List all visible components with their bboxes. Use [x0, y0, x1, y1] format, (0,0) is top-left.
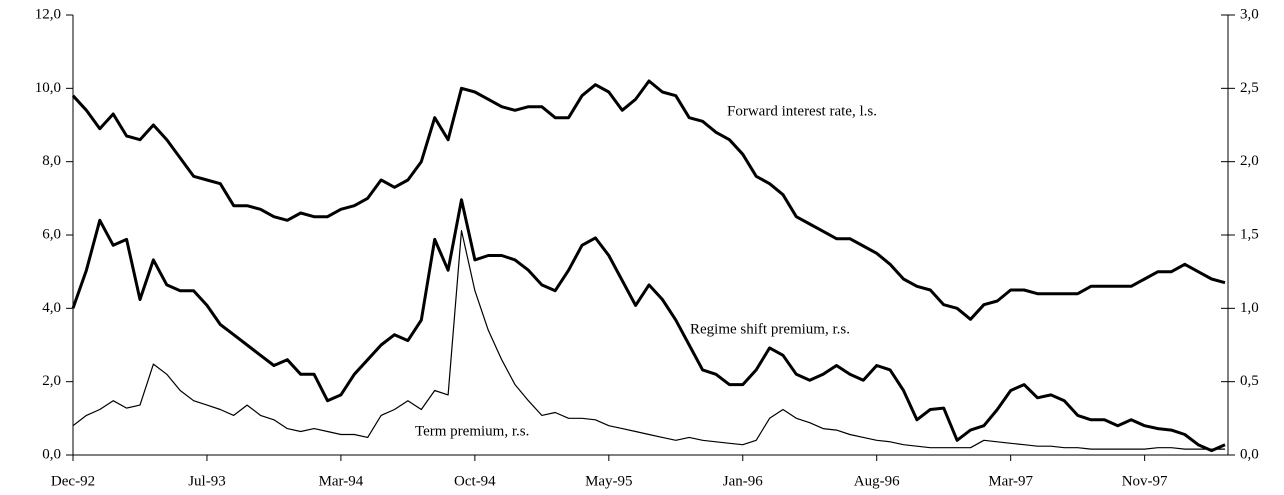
x-tick-label: Aug-96 — [854, 473, 900, 489]
y2-tick-label: 0,5 — [1240, 373, 1259, 389]
x-tick-label: Dec-92 — [51, 473, 95, 489]
y-tick-label: 2,0 — [42, 373, 61, 389]
y2-tick-label: 3,0 — [1240, 6, 1259, 22]
y2-tick-label: 1,0 — [1240, 300, 1259, 316]
x-tick-label: May-95 — [585, 473, 633, 489]
y-tick-label: 12,0 — [35, 6, 61, 22]
x-tick-label: Mar-97 — [988, 473, 1033, 489]
x-tick-label: Jul-93 — [188, 473, 226, 489]
x-tick-label: Nov-97 — [1122, 473, 1168, 489]
series-label: Regime shift premium, r.s. — [690, 321, 850, 337]
y-tick-label: 6,0 — [42, 226, 61, 242]
y2-tick-label: 0,0 — [1240, 446, 1259, 462]
y-tick-label: 0,0 — [42, 446, 61, 462]
x-tick-label: Jan-96 — [723, 473, 763, 489]
series-label: Term premium, r.s. — [415, 423, 529, 439]
series-line — [71, 198, 1226, 453]
x-tick-label: Oct-94 — [454, 473, 496, 489]
y-tick-label: 10,0 — [35, 80, 61, 96]
series-line — [72, 230, 1225, 450]
series-line — [71, 79, 1226, 321]
x-tick-label: Mar-94 — [319, 473, 364, 489]
y2-tick-label: 2,5 — [1240, 80, 1259, 96]
y2-tick-label: 2,0 — [1240, 153, 1259, 169]
y-tick-label: 4,0 — [42, 300, 61, 316]
y2-tick-label: 1,5 — [1240, 226, 1259, 242]
series-label: Forward interest rate, l.s. — [727, 103, 877, 119]
y-tick-label: 8,0 — [42, 153, 61, 169]
